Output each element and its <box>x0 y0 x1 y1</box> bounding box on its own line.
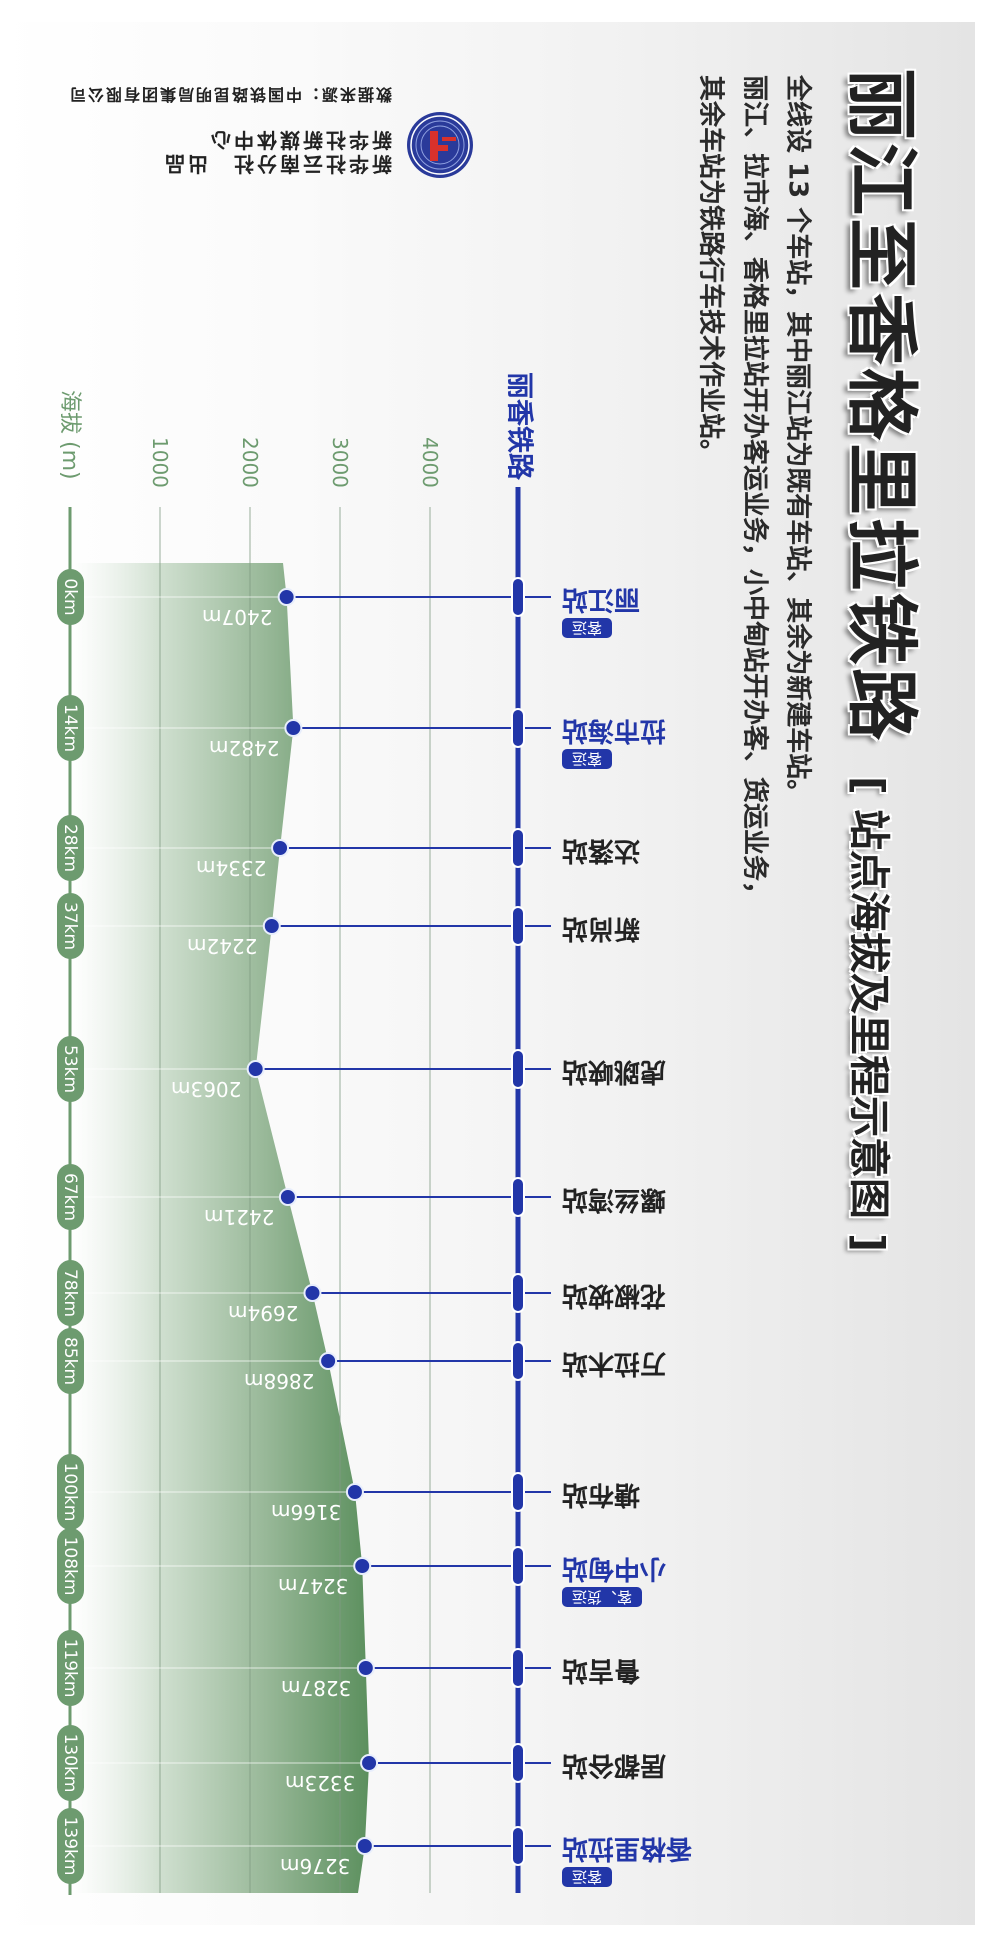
km-label: 67km <box>60 1172 80 1222</box>
station-marker <box>513 1745 523 1781</box>
station-label: 虎跳峡站 <box>562 1056 732 1086</box>
station-label: 居都谷站 <box>562 1750 732 1780</box>
km-pill: 67km <box>56 1164 84 1230</box>
station-label: 万拉木站 <box>562 1348 732 1378</box>
elevation-point <box>262 917 281 935</box>
elevation-point <box>360 1754 379 1772</box>
elevation-label: 2868m <box>243 1369 315 1393</box>
station-name: 虎跳峡站 <box>562 1056 667 1086</box>
station-marker <box>513 710 523 746</box>
elevation-label: 3166m <box>270 1500 341 1524</box>
elevation-label: 2063m <box>171 1077 242 1101</box>
station-name: 新尚站 <box>562 913 641 943</box>
station-marker <box>513 1343 523 1379</box>
service-badge: 客运 <box>562 618 613 638</box>
elevation-point <box>246 1060 265 1078</box>
station-name: 花椒坡站 <box>562 1280 667 1310</box>
elevation-point <box>278 1188 297 1206</box>
station-marker <box>513 579 523 615</box>
station-label: 客、货运 小中甸站 <box>562 1553 732 1607</box>
station-marker <box>513 830 523 866</box>
elevation-label: 2242m <box>187 934 258 958</box>
elevation-point <box>284 719 303 737</box>
station-marker <box>513 1275 523 1311</box>
station-marker <box>513 1474 523 1510</box>
km-label: 85km <box>60 1336 80 1386</box>
elevation-label: 3276m <box>280 1854 351 1878</box>
station-name: 拉市海站 <box>562 715 667 745</box>
elevation-point <box>303 1284 322 1302</box>
station-label: 螺丝湾站 <box>562 1184 732 1214</box>
station-label: 客运 拉市海站 <box>562 715 732 769</box>
station-marker <box>513 1828 523 1864</box>
station-label: 客运 香格里拉站 <box>562 1833 732 1887</box>
service-badge: 客运 <box>562 1867 613 1887</box>
elevation-point <box>355 1837 374 1855</box>
km-label: 119km <box>60 1638 80 1698</box>
km-label: 78km <box>60 1268 80 1318</box>
elevation-point <box>271 839 290 857</box>
km-label: 100km <box>60 1462 80 1522</box>
elevation-label: 3247m <box>277 1574 349 1598</box>
km-pill: 14km <box>56 695 84 761</box>
station-marker <box>513 1179 523 1215</box>
station-name: 居都谷站 <box>562 1750 667 1780</box>
elevation-point <box>319 1352 338 1370</box>
km-pill: 85km <box>56 1328 84 1394</box>
terrain-area <box>70 563 370 1893</box>
km-pill: 53km <box>56 1036 84 1102</box>
elevation-point <box>353 1557 372 1575</box>
station-name: 螺丝湾站 <box>562 1184 667 1214</box>
station-marker <box>513 908 523 944</box>
station-label: 鲁吉站 <box>562 1655 732 1685</box>
elevation-label: 2334m <box>195 856 267 880</box>
station-marker <box>513 1051 523 1087</box>
km-pill: 78km <box>56 1260 84 1326</box>
station-label: 客运 丽江站 <box>562 584 732 638</box>
km-label: 139km <box>60 1816 80 1876</box>
station-label: 花椒坡站 <box>562 1280 732 1310</box>
station-label: 塘布站 <box>562 1479 732 1509</box>
service-badge: 客、货运 <box>562 1587 643 1607</box>
km-pill: 139km <box>56 1808 84 1884</box>
km-pill: 0km <box>56 569 84 625</box>
station-marker <box>513 1548 523 1584</box>
elevation-label: 2482m <box>209 736 280 760</box>
km-pill: 108km <box>56 1528 84 1604</box>
station-name: 小中甸站 <box>562 1553 667 1583</box>
xinhua-logo-icon <box>407 112 473 178</box>
km-pill: 100km <box>56 1454 84 1530</box>
km-pill: 130km <box>56 1725 84 1801</box>
elevation-label: 2407m <box>202 605 273 629</box>
station-name: 万拉木站 <box>562 1348 667 1378</box>
elevation-point <box>277 588 296 606</box>
service-badge: 客运 <box>562 749 613 769</box>
km-label: 53km <box>60 1044 80 1094</box>
station-name: 香格里拉站 <box>562 1833 693 1863</box>
elevation-point <box>356 1659 375 1677</box>
station-label: 达落站 <box>562 835 732 865</box>
station-name: 鲁吉站 <box>562 1655 641 1685</box>
km-label: 37km <box>60 901 80 951</box>
km-label: 0km <box>60 578 80 616</box>
station-marker <box>513 1650 523 1686</box>
km-label: 108km <box>60 1536 80 1596</box>
elevation-label: 2421m <box>203 1205 274 1229</box>
station-name: 达落站 <box>562 835 641 865</box>
km-label: 130km <box>60 1733 80 1793</box>
km-label: 28km <box>60 823 80 873</box>
km-pill: 28km <box>56 815 84 881</box>
elevation-label: 3287m <box>281 1676 352 1700</box>
elevation-label: 3323m <box>284 1771 356 1795</box>
km-label: 14km <box>60 703 80 753</box>
station-name: 塘布站 <box>562 1479 641 1509</box>
km-pill: 37km <box>56 893 84 959</box>
station-label: 新尚站 <box>562 913 732 943</box>
elevation-point <box>345 1483 364 1501</box>
km-pill: 119km <box>56 1630 84 1706</box>
station-name: 丽江站 <box>562 584 641 614</box>
elevation-label: 2694m <box>228 1301 299 1325</box>
